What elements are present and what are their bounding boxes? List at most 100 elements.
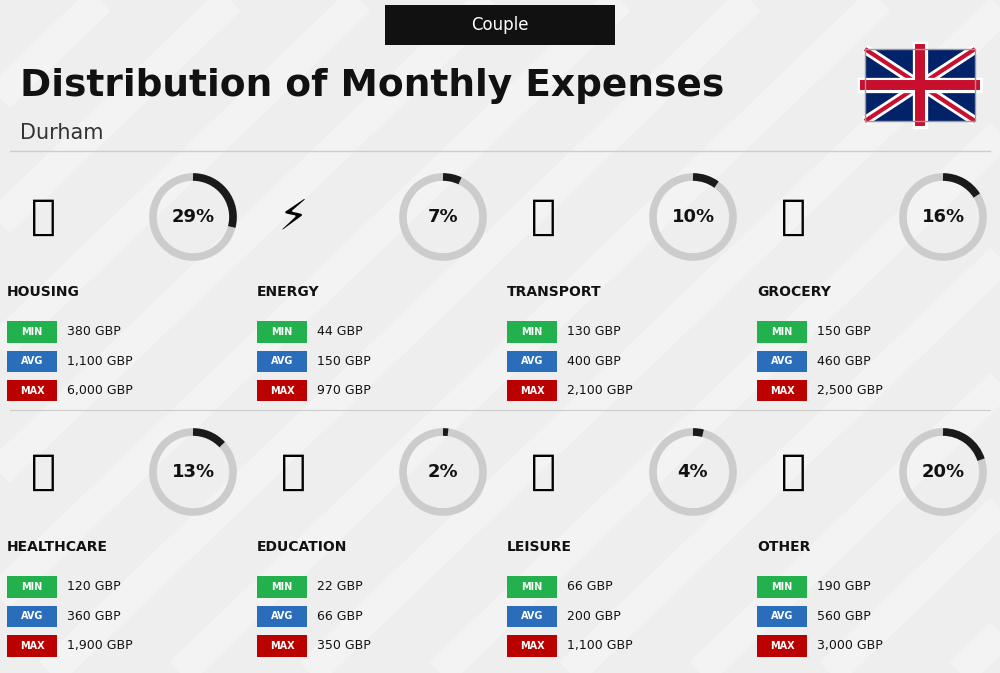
Text: 💓: 💓	[31, 451, 56, 493]
Text: MAX: MAX	[270, 641, 294, 651]
Text: 29%: 29%	[171, 208, 215, 226]
Text: AVG: AVG	[521, 611, 543, 621]
Text: 970 GBP: 970 GBP	[317, 384, 371, 397]
FancyBboxPatch shape	[7, 606, 57, 627]
Text: AVG: AVG	[271, 356, 293, 366]
Text: 1,100 GBP: 1,100 GBP	[567, 639, 633, 652]
FancyBboxPatch shape	[257, 351, 307, 372]
Text: 380 GBP: 380 GBP	[67, 325, 121, 339]
Text: 2,500 GBP: 2,500 GBP	[817, 384, 883, 397]
Text: AVG: AVG	[21, 356, 43, 366]
Text: 130 GBP: 130 GBP	[567, 325, 621, 339]
Text: 7%: 7%	[428, 208, 458, 226]
Text: 190 GBP: 190 GBP	[817, 580, 871, 594]
Text: 🎓: 🎓	[280, 451, 306, 493]
FancyBboxPatch shape	[507, 576, 557, 598]
Text: 6,000 GBP: 6,000 GBP	[67, 384, 133, 397]
FancyBboxPatch shape	[507, 321, 557, 343]
FancyBboxPatch shape	[257, 576, 307, 598]
FancyBboxPatch shape	[507, 351, 557, 372]
Text: OTHER: OTHER	[757, 540, 810, 554]
Text: MAX: MAX	[270, 386, 294, 396]
Text: 150 GBP: 150 GBP	[317, 355, 371, 367]
Text: 🛒: 🛒	[780, 196, 806, 238]
Text: MIN: MIN	[21, 327, 43, 336]
Text: 120 GBP: 120 GBP	[67, 580, 121, 594]
Text: MIN: MIN	[771, 581, 793, 592]
Text: MAX: MAX	[20, 641, 44, 651]
Text: 🛍: 🛍	[530, 451, 556, 493]
Text: MIN: MIN	[21, 581, 43, 592]
Text: 🏢: 🏢	[31, 196, 56, 238]
Text: ⚡: ⚡	[278, 196, 308, 238]
FancyBboxPatch shape	[757, 351, 807, 372]
Text: AVG: AVG	[771, 611, 793, 621]
Text: MIN: MIN	[521, 327, 543, 336]
FancyBboxPatch shape	[507, 635, 557, 656]
Text: 20%: 20%	[921, 463, 965, 481]
FancyBboxPatch shape	[385, 5, 615, 45]
Text: MAX: MAX	[20, 386, 44, 396]
Text: 1,100 GBP: 1,100 GBP	[67, 355, 133, 367]
Text: 560 GBP: 560 GBP	[817, 610, 871, 623]
Text: 13%: 13%	[171, 463, 215, 481]
Text: 460 GBP: 460 GBP	[817, 355, 871, 367]
Text: 44 GBP: 44 GBP	[317, 325, 363, 339]
Text: MAX: MAX	[770, 386, 794, 396]
Text: AVG: AVG	[271, 611, 293, 621]
Text: EDUCATION: EDUCATION	[257, 540, 347, 554]
FancyBboxPatch shape	[257, 321, 307, 343]
Text: AVG: AVG	[771, 356, 793, 366]
FancyBboxPatch shape	[257, 635, 307, 656]
FancyBboxPatch shape	[757, 321, 807, 343]
Text: MAX: MAX	[770, 641, 794, 651]
Text: 10%: 10%	[671, 208, 715, 226]
Text: 1,900 GBP: 1,900 GBP	[67, 639, 133, 652]
Text: AVG: AVG	[21, 611, 43, 621]
FancyBboxPatch shape	[757, 380, 807, 402]
Text: MIN: MIN	[271, 327, 293, 336]
FancyBboxPatch shape	[757, 635, 807, 656]
Text: 2%: 2%	[428, 463, 458, 481]
Text: 22 GBP: 22 GBP	[317, 580, 363, 594]
FancyBboxPatch shape	[7, 380, 57, 402]
Text: 4%: 4%	[678, 463, 708, 481]
Text: GROCERY: GROCERY	[757, 285, 831, 299]
FancyBboxPatch shape	[257, 380, 307, 402]
Text: AVG: AVG	[521, 356, 543, 366]
Text: MIN: MIN	[521, 581, 543, 592]
Text: 150 GBP: 150 GBP	[817, 325, 871, 339]
Text: Distribution of Monthly Expenses: Distribution of Monthly Expenses	[20, 68, 724, 104]
FancyBboxPatch shape	[7, 635, 57, 656]
Text: ENERGY: ENERGY	[257, 285, 320, 299]
Text: 🚌: 🚌	[530, 196, 556, 238]
Text: LEISURE: LEISURE	[507, 540, 572, 554]
FancyBboxPatch shape	[757, 576, 807, 598]
Text: MAX: MAX	[520, 386, 544, 396]
Text: 💰: 💰	[780, 451, 806, 493]
Text: MIN: MIN	[771, 327, 793, 336]
FancyBboxPatch shape	[865, 49, 975, 121]
Text: 350 GBP: 350 GBP	[317, 639, 371, 652]
Text: Couple: Couple	[471, 16, 529, 34]
Text: 200 GBP: 200 GBP	[567, 610, 621, 623]
Text: MAX: MAX	[520, 641, 544, 651]
Text: HOUSING: HOUSING	[7, 285, 80, 299]
Text: 16%: 16%	[921, 208, 965, 226]
FancyBboxPatch shape	[7, 321, 57, 343]
Text: 2,100 GBP: 2,100 GBP	[567, 384, 633, 397]
FancyBboxPatch shape	[757, 606, 807, 627]
FancyBboxPatch shape	[257, 606, 307, 627]
FancyBboxPatch shape	[507, 380, 557, 402]
Text: 400 GBP: 400 GBP	[567, 355, 621, 367]
FancyBboxPatch shape	[507, 606, 557, 627]
Text: 66 GBP: 66 GBP	[317, 610, 363, 623]
FancyBboxPatch shape	[7, 576, 57, 598]
Text: MIN: MIN	[271, 581, 293, 592]
Text: 66 GBP: 66 GBP	[567, 580, 613, 594]
Text: 3,000 GBP: 3,000 GBP	[817, 639, 883, 652]
Text: 360 GBP: 360 GBP	[67, 610, 121, 623]
Text: Durham: Durham	[20, 123, 104, 143]
Text: HEALTHCARE: HEALTHCARE	[7, 540, 108, 554]
FancyBboxPatch shape	[7, 351, 57, 372]
